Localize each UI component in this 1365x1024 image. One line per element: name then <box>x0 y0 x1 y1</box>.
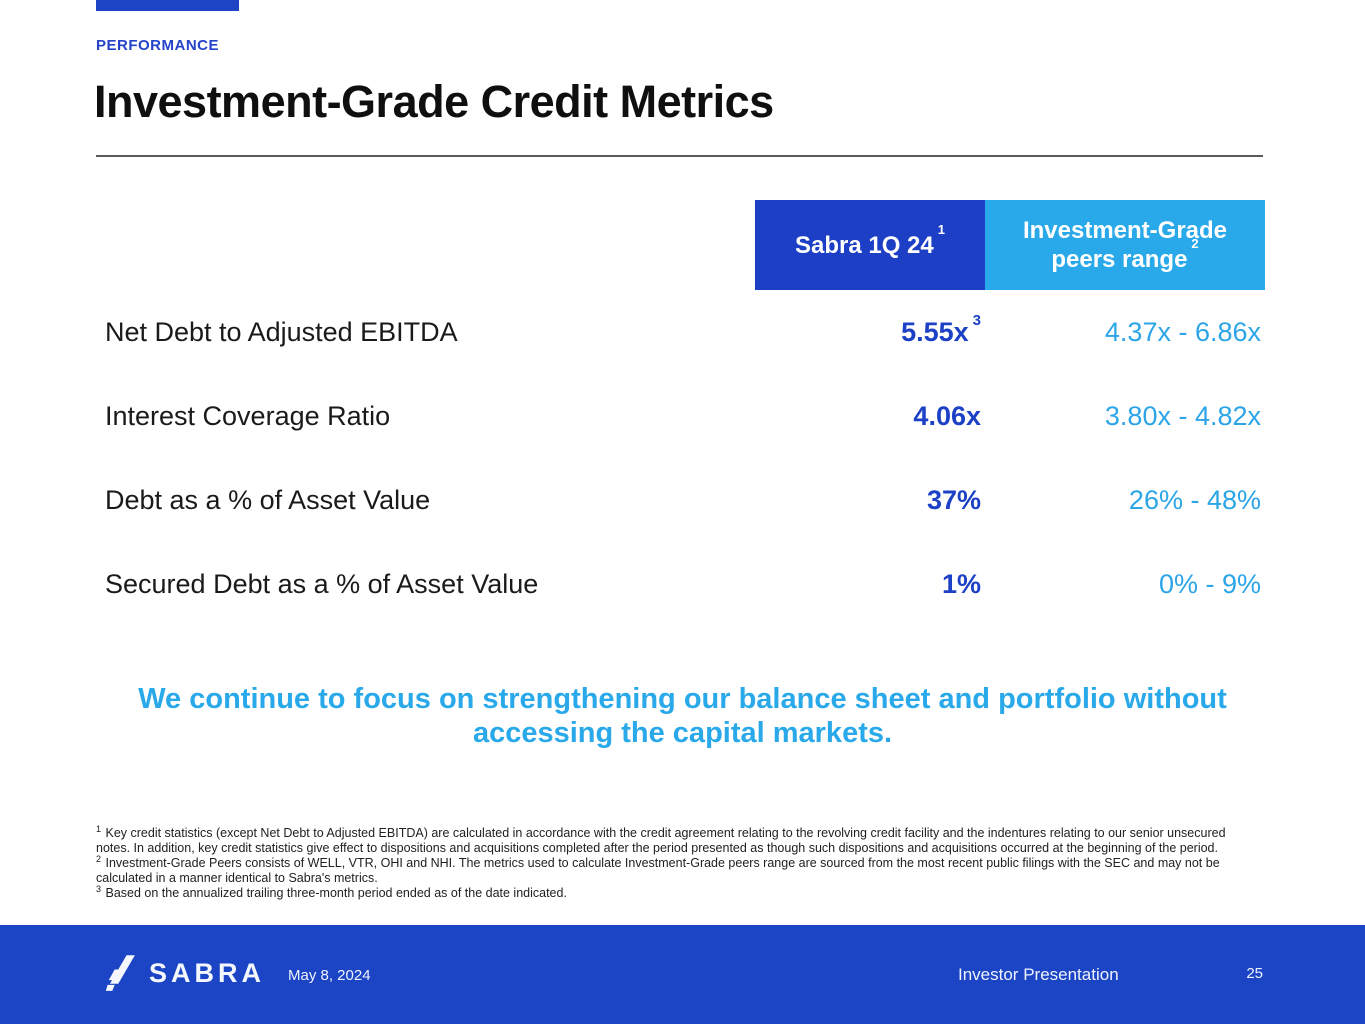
table-row-label: Interest Coverage Ratio <box>105 400 391 431</box>
sabra-value-text: 5.55x <box>901 316 969 347</box>
table-row-sabra-value: 37% <box>926 484 981 515</box>
footer-date: May 8, 2024 <box>288 967 371 984</box>
footnote-2: 2 Investment-Grade Peers consists of WEL… <box>96 853 1241 886</box>
table-row-sabra-value: 1% <box>941 568 981 599</box>
table-row-peers-value: 4.37x - 6.86x <box>1104 316 1261 347</box>
accent-bar <box>96 0 239 11</box>
page-title: Investment-Grade Credit Metrics <box>94 76 774 127</box>
column-header-peers: Investment-Grade peers range2 <box>985 200 1265 290</box>
table-row-peers-value: 3.80x - 4.82x <box>1104 400 1261 431</box>
sabra-logo: SABRA <box>105 954 265 992</box>
table-row-sabra-value: 5.55x 3 <box>901 312 981 347</box>
footnote-1: 1 Key credit statistics (except Net Debt… <box>96 823 1241 856</box>
table-header-spacer <box>105 200 755 290</box>
footer-page-number: 25 <box>1246 965 1263 982</box>
footnote-3: 3 Based on the annualized trailing three… <box>96 883 1241 901</box>
slide-footer: SABRA May 8, 2024 Investor Presentation … <box>0 925 1365 1024</box>
table-row-peers-value: 26% - 48% <box>1128 484 1261 515</box>
section-eyebrow: PERFORMANCE <box>96 37 220 54</box>
key-message: We continue to focus on strengthening ou… <box>0 682 1365 750</box>
table-row-label: Debt as a % of Asset Value <box>105 484 431 515</box>
footnotes: 1 Key credit statistics (except Net Debt… <box>96 823 1241 901</box>
table-row-label: Net Debt to Adjusted EBITDA <box>105 316 458 347</box>
sabra-logo-text: SABRA <box>149 957 266 988</box>
footnote-1-marker: 1 <box>96 823 102 834</box>
column-header-peers-label: Investment-Grade peers range <box>1022 217 1228 273</box>
footnote-3-text: Based on the annualized trailing three-m… <box>105 886 567 900</box>
table-row-peers-value: 0% - 9% <box>1158 568 1261 599</box>
column-header-sabra-label: Sabra 1Q 24 <box>795 231 934 259</box>
footnote-2-text: Investment-Grade Peers consists of WELL,… <box>96 856 1220 885</box>
footnote-ref-2: 2 <box>1191 236 1199 251</box>
table-row-sabra-value: 4.06x <box>913 400 981 431</box>
table-row-label: Secured Debt as a % of Asset Value <box>105 568 539 599</box>
footnote-2-marker: 2 <box>96 853 102 864</box>
footnote-3-marker: 3 <box>96 883 102 894</box>
footer-presentation-label: Investor Presentation <box>958 965 1119 984</box>
key-message-text: We continue to focus on strengthening ou… <box>138 683 1227 749</box>
credit-metrics-table: Sabra 1Q 241 Investment-Grade peers rang… <box>105 200 1265 626</box>
footnote-1-text: Key credit statistics (except Net Debt t… <box>96 826 1226 855</box>
sabra-logo-icon <box>105 955 135 991</box>
column-header-sabra: Sabra 1Q 241 <box>755 200 985 290</box>
title-divider <box>96 155 1263 157</box>
footnote-ref-1: 1 <box>937 221 945 237</box>
